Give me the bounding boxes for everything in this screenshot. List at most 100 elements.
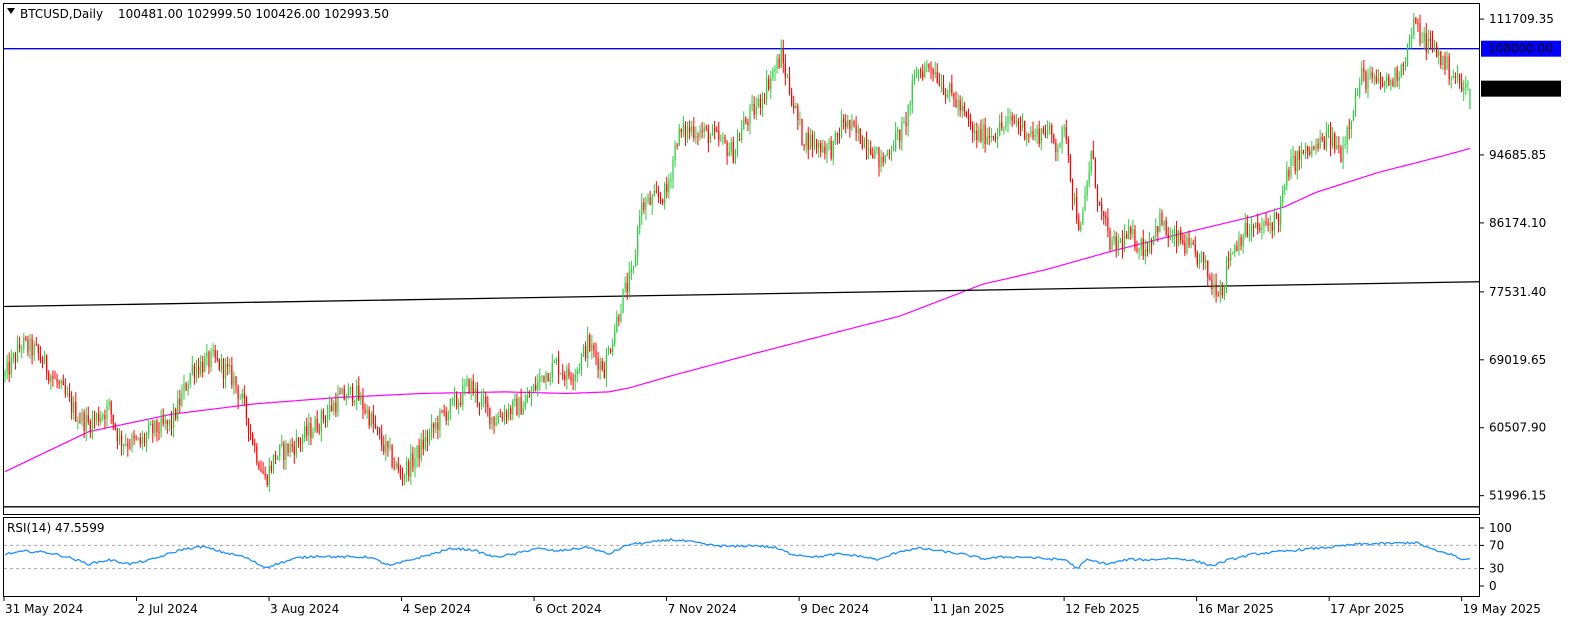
candle-body [147,425,150,435]
candle-body [266,475,268,485]
candle-body [254,444,256,446]
candle-body [899,129,901,142]
candle-body [210,351,212,368]
candle-body [50,376,52,382]
candle-body [1234,245,1236,254]
candle-body [474,388,476,394]
candle-body [110,401,112,415]
candle-body [878,147,880,167]
candle-body [1381,83,1384,87]
candle-body [919,70,922,72]
candle-body [258,462,260,469]
candle-body [501,417,503,420]
candle-body [1392,80,1394,87]
candle-body [838,135,841,137]
candle-body [955,99,957,108]
candle-body [1421,41,1423,43]
candle-body [1356,94,1359,96]
candle-body [133,435,135,438]
candle-body [1190,243,1192,246]
candle-body [1342,145,1344,162]
rsi-tick-label: 70 [1489,538,1504,552]
candle-body [316,418,318,432]
candle-body [85,415,87,431]
candle-body [743,118,745,130]
candle-body [809,134,811,150]
candle-body [745,118,747,123]
candle-body [1386,76,1388,81]
candle-body [959,100,961,111]
candle-body [1413,17,1415,36]
candle-body [905,121,907,127]
candle-body [788,76,791,94]
candle-body [478,402,481,406]
candle-body [156,420,158,432]
candle-body [520,397,522,415]
rsi-line [4,537,1471,569]
candle-body [853,121,855,126]
candle-body [994,137,997,140]
candle-body [880,156,882,167]
candle-body [310,423,312,438]
candle-body [83,412,85,431]
candle-body [1057,148,1059,153]
candle-body [1419,23,1421,43]
candle-body [455,394,458,406]
candle-body [632,266,635,269]
candle-body [1182,240,1184,243]
candle-body [832,140,834,159]
candle-body [437,422,439,430]
candle-body [204,357,206,372]
candle-body [222,359,225,379]
candle-body [91,417,94,433]
candle-body [1086,182,1088,196]
candle-body [1267,223,1269,226]
candle-body [503,411,506,420]
candle-body [351,386,354,403]
candle-body [653,190,655,197]
candle-body [1336,145,1338,150]
candle-body [237,386,239,399]
symbol-dropdown-icon[interactable] [7,8,15,14]
candle-body [1059,143,1061,149]
candle-body [1246,222,1248,236]
candle-body [776,58,778,70]
candle-body [212,350,214,352]
candle-body [168,419,171,425]
candle-body [68,393,71,397]
candle-body [264,473,266,476]
candle-body [1148,240,1151,252]
candle-body [732,142,734,163]
candle-body [64,385,67,394]
candle-body [66,393,69,395]
candle-body [1205,260,1207,263]
candle-body [1082,210,1084,225]
candle-body [1017,121,1020,126]
last-price-label: 102993.50 [1488,82,1553,96]
candle-body [555,359,558,362]
time-axis: 31 May 2024 2 Jul 2024 3 Aug 2024 4 Sep 202… [3,597,1541,616]
candle-body [1078,220,1080,230]
candle-body [1271,222,1273,231]
price-axis: 111709.35 94685.85 86174.10 77531.40 69019.6… [1480,12,1561,593]
candle-body [826,143,828,154]
candle-body [972,124,974,134]
price-tick-label: 69019.65 [1489,353,1546,367]
candle-body [73,401,75,413]
candle-body [439,410,441,430]
candle-body [682,124,685,133]
candle-body [391,445,393,467]
candle-body [281,443,283,446]
candle-body [202,361,204,372]
candle-body [722,137,724,139]
candle-body [1384,80,1386,87]
candle-body [591,344,593,351]
level-lines-layer [3,48,1480,508]
candle-body [678,128,680,146]
candle-body [1188,237,1190,246]
candle-body [930,67,932,70]
candle-body [1352,112,1355,121]
candle-body [911,81,913,104]
